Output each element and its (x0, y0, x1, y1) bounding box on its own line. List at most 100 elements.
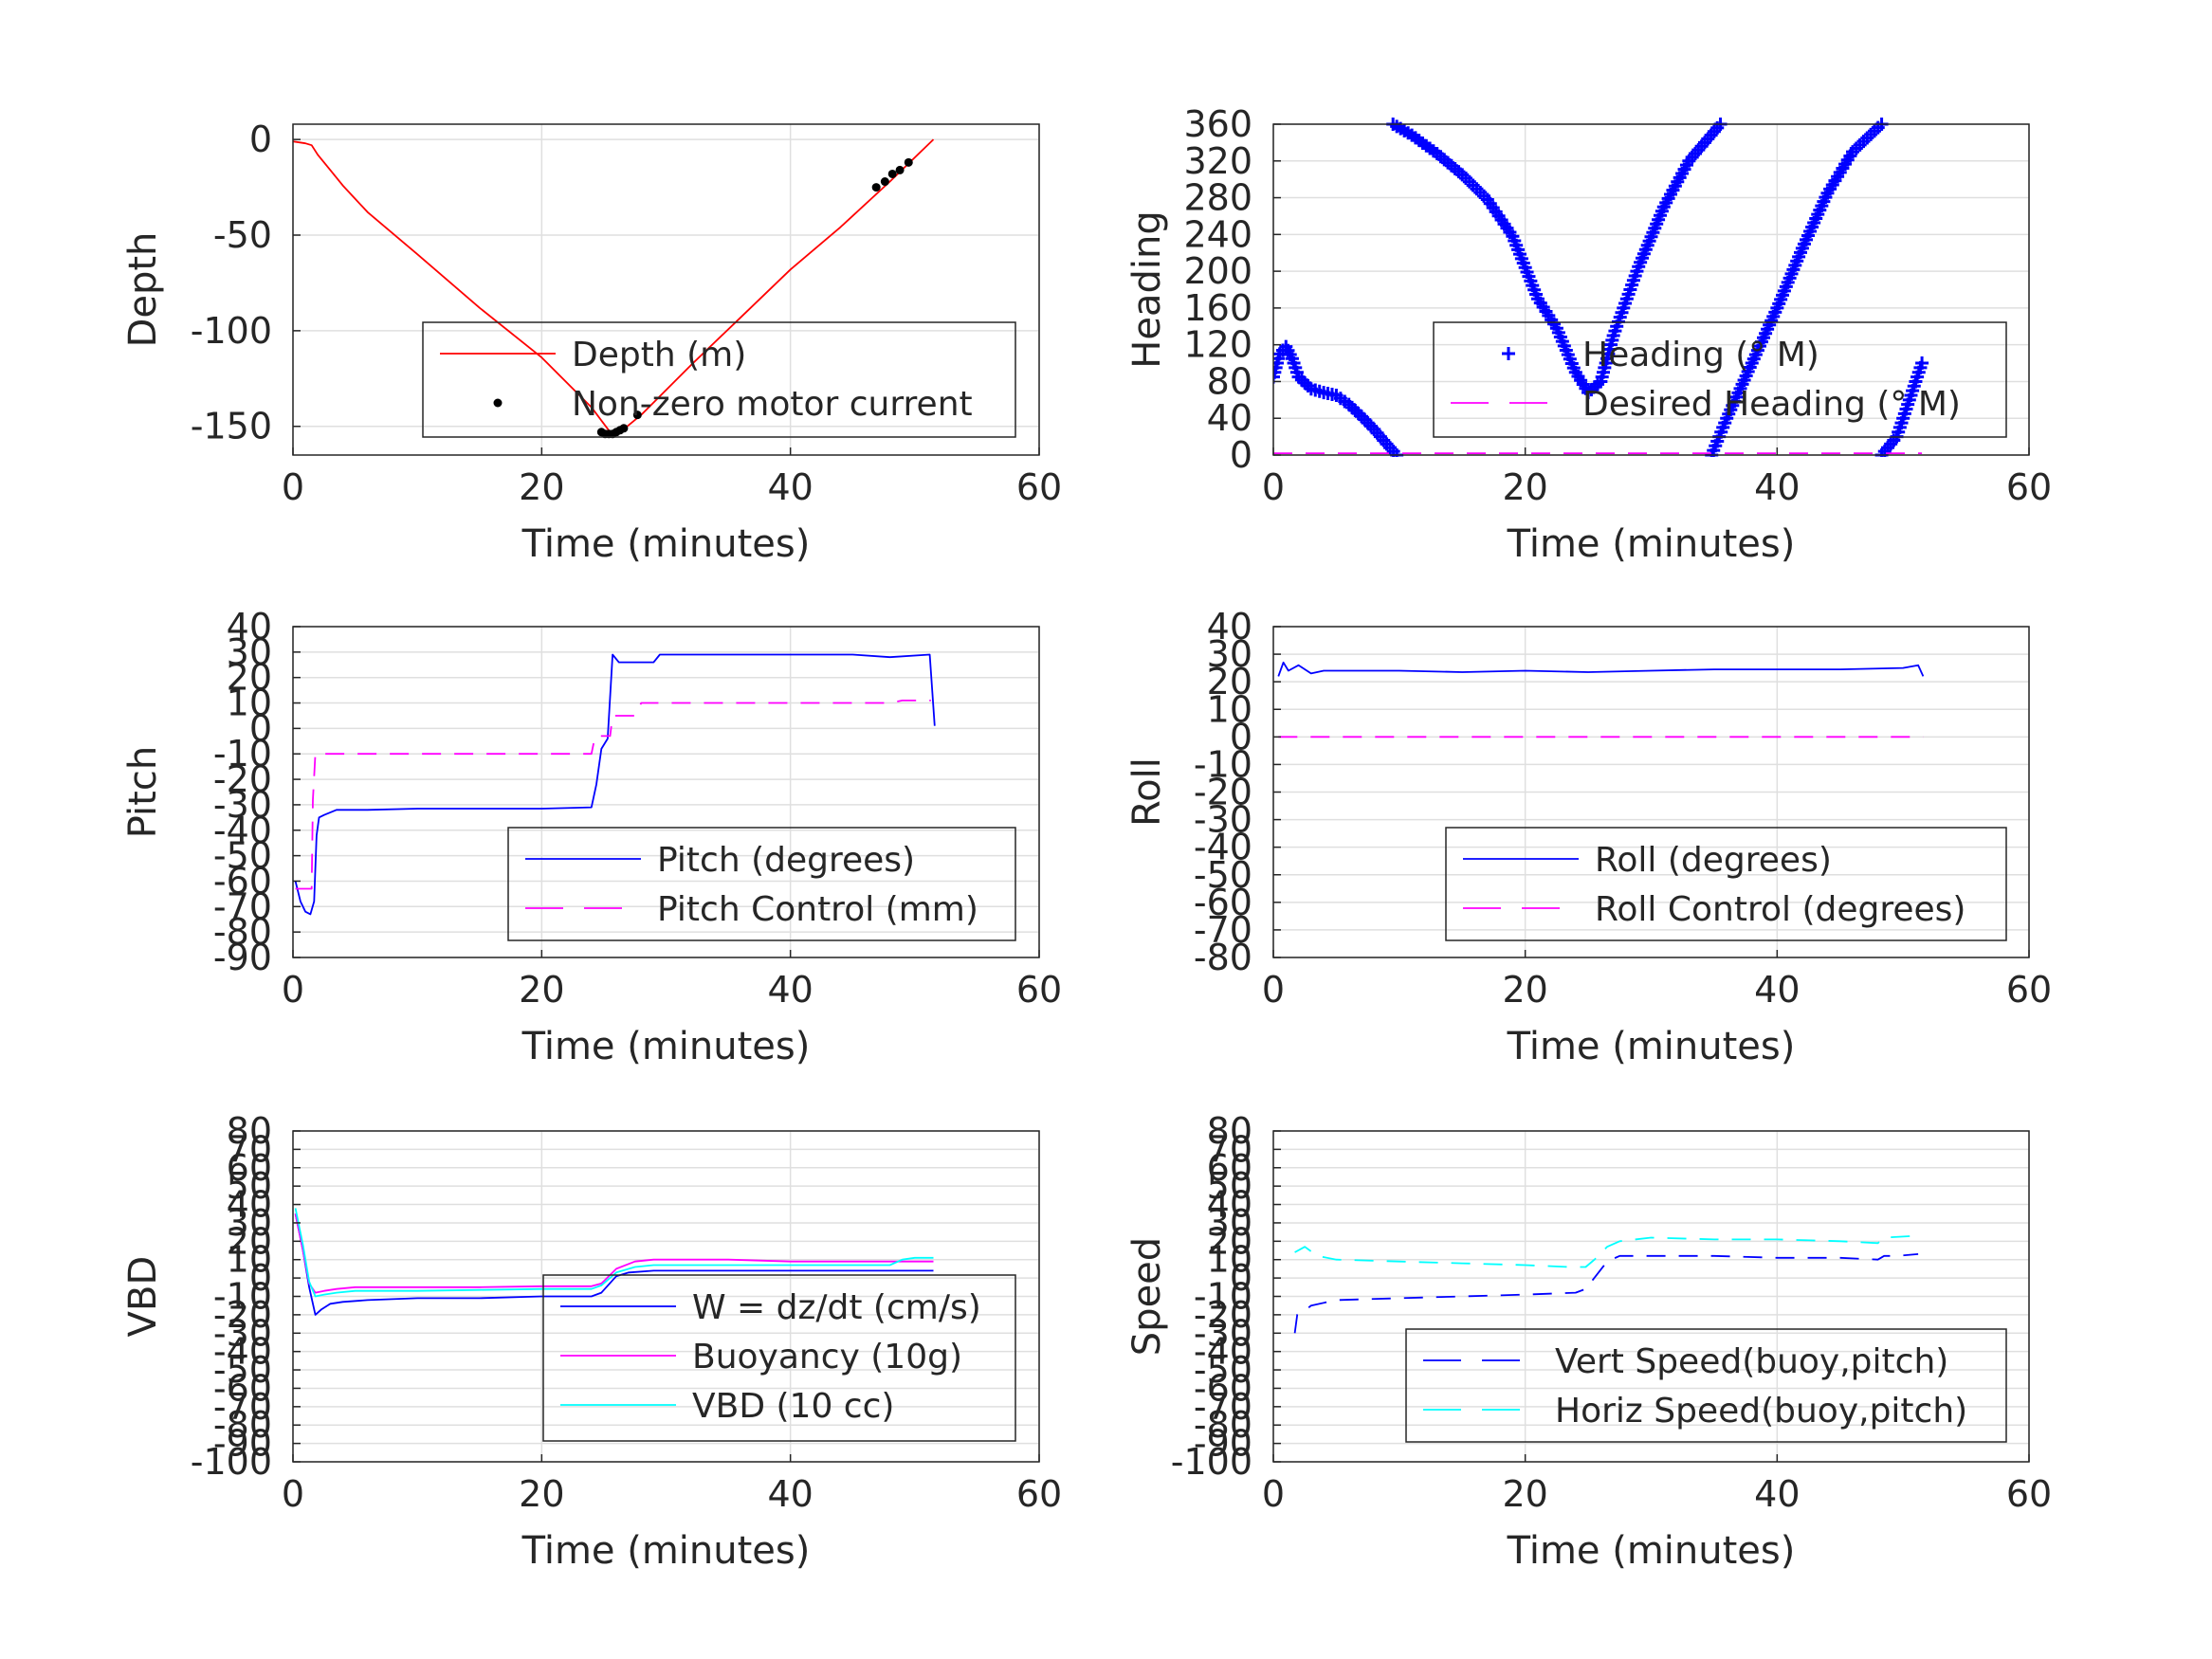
y-tick-label: 10 (1207, 1239, 1252, 1281)
y-tick-label: 40 (227, 606, 272, 647)
legend-label: Non-zero motor current (572, 385, 973, 424)
y-tick-label: -100 (1171, 1441, 1252, 1483)
x-tick-label: 20 (519, 969, 564, 1011)
x-tick-label: 60 (2006, 1473, 2052, 1515)
y-tick-label: -20 (213, 1294, 272, 1336)
x-tick-label: 40 (1754, 1473, 1800, 1515)
y-tick-label: 40 (1207, 1184, 1252, 1226)
series-point (895, 165, 905, 174)
legend-label: Pitch Control (mm) (657, 890, 978, 929)
legend-box (1405, 1328, 2007, 1443)
y-tick-label: 10 (227, 683, 272, 724)
legend-label: Buoyancy (10g) (692, 1338, 962, 1376)
y-tick-label: -60 (213, 1367, 272, 1409)
plot-area (293, 627, 1039, 957)
y-tick-label: -80 (213, 1404, 272, 1446)
legend: W = dz/dt (cm/s) Buoyancy (10g) VBD (10 cc… (542, 1274, 1016, 1442)
y-axis-label: Depth (121, 232, 165, 348)
y-tick-label: -30 (213, 784, 272, 826)
series-point (871, 183, 881, 192)
legend-box (507, 827, 1016, 941)
legend-box (1445, 827, 2007, 941)
y-tick-label: -60 (1194, 882, 1252, 923)
y-tick-label: -40 (1194, 827, 1252, 868)
x-tick-label: 40 (1754, 466, 1800, 508)
y-axis-label: VBD (121, 1256, 165, 1338)
series-line (1294, 1234, 1919, 1268)
legend: Pitch (degrees) Pitch Control (mm) (507, 827, 1016, 941)
y-tick-label: 0 (249, 1257, 272, 1299)
plot-area (293, 124, 1039, 455)
legend: Heading (° M) Desired Heading (° M) (1433, 321, 2007, 438)
y-axis-label: Roll (1125, 757, 1169, 827)
series-layer (1273, 118, 1929, 457)
legend-box (422, 321, 1016, 438)
chart-speed: 0 20 40 6080706050403020100-10-20-30-40-50-… (1125, 1110, 2052, 1573)
legend-label: Roll Control (degrees) (1595, 890, 1965, 929)
y-tick-label: 160 (1183, 287, 1252, 329)
y-tick-label: 30 (227, 1202, 272, 1244)
series-point (904, 157, 913, 167)
y-tick-label: -100 (191, 1441, 272, 1483)
series-line (293, 138, 935, 433)
y-tick-label: -50 (213, 835, 272, 877)
y-tick-label: -90 (1194, 1423, 1252, 1465)
series-layer (1277, 661, 1925, 738)
x-tick-label: 40 (1754, 969, 1800, 1011)
y-tick-label: 60 (1207, 1147, 1252, 1189)
axes-box (1272, 123, 2030, 456)
legend-label: Roll (degrees) (1595, 841, 1832, 880)
y-tick-label: -10 (1194, 1276, 1252, 1318)
y-tick-label: 30 (1207, 633, 1252, 675)
x-axis-label: Time (minutes) (1507, 1529, 1796, 1573)
series-layer (1293, 1234, 1919, 1334)
legend-swatch (1502, 347, 1515, 360)
legend-label: Depth (m) (572, 336, 746, 374)
series-line (295, 700, 931, 890)
x-tick-label: 20 (519, 1473, 564, 1515)
series-layer (294, 653, 936, 916)
y-tick-label: -10 (213, 1276, 272, 1318)
x-tick-label: 60 (2006, 969, 2052, 1011)
y-tick-label: 10 (1207, 688, 1252, 730)
y-tick-label: -80 (213, 911, 272, 953)
y-tick-label: -60 (213, 860, 272, 902)
legend-label: Heading (° M) (1582, 336, 1819, 374)
series-line (1293, 1253, 1919, 1334)
y-tick-label: -50 (213, 214, 272, 256)
axes-box (292, 626, 1040, 958)
y-tick-label: 50 (1207, 1165, 1252, 1207)
series-line (294, 653, 936, 916)
series-point (880, 177, 889, 187)
legend-label: Desired Heading (° M) (1582, 385, 1961, 424)
y-tick-label: 280 (1183, 177, 1252, 219)
x-tick-label: 20 (1502, 969, 1547, 1011)
y-tick-label: -80 (1194, 1404, 1252, 1446)
y-tick-label: 80 (1207, 1110, 1252, 1152)
legend-label: Vert Speed(buoy,pitch) (1555, 1342, 1948, 1381)
legend-label: W = dz/dt (cm/s) (692, 1288, 981, 1327)
grid (292, 626, 1040, 958)
y-tick-label: 30 (1207, 1202, 1252, 1244)
y-tick-label: 10 (227, 1239, 272, 1281)
y-tick-label: -70 (1194, 1386, 1252, 1428)
series-line (294, 1213, 934, 1294)
y-tick-label: -20 (213, 758, 272, 800)
y-tick-label: 0 (1230, 716, 1252, 757)
y-tick-label: 50 (227, 1165, 272, 1207)
series-layer (293, 138, 935, 439)
y-tick-label: -30 (1194, 1312, 1252, 1354)
series-point (619, 424, 629, 433)
y-axis-label: Heading (1125, 210, 1169, 368)
x-tick-label: 20 (519, 466, 564, 508)
x-tick-label: 60 (1016, 1473, 1062, 1515)
y-tick-label: -70 (1194, 909, 1252, 951)
x-axis-label: Time (minutes) (521, 1025, 811, 1068)
y-tick-label: -70 (213, 1386, 272, 1428)
series-line (294, 1208, 934, 1298)
x-tick-label: 0 (282, 466, 304, 508)
chart-depth: 0 20 40 60 0 -50 -100 -150 Time (minutes) Depth De… (121, 118, 1062, 566)
legend-box (542, 1274, 1016, 1442)
